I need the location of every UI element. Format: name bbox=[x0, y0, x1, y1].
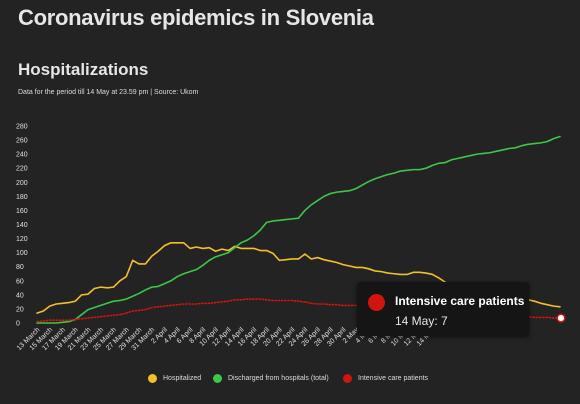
y-tick-label: 260 bbox=[16, 138, 28, 145]
legend-label-discharged: Discharged from hospitals (total) bbox=[228, 375, 329, 382]
legend-dot-intensive-care bbox=[343, 374, 352, 383]
tooltip-series-dot bbox=[368, 294, 385, 311]
chart-title: Hospitalizations bbox=[18, 60, 149, 79]
legend-item-discharged[interactable]: Discharged from hospitals (total) bbox=[213, 374, 329, 383]
y-tick-label: 160 bbox=[16, 208, 28, 215]
hover-point-marker[interactable] bbox=[556, 313, 566, 323]
y-tick-label: 40 bbox=[16, 292, 24, 299]
series-line-discharged[interactable] bbox=[36, 135, 561, 324]
y-tick-label: 240 bbox=[16, 152, 28, 159]
y-axis: 0 20 40 60 80 100 120 140 160 180 200 220 240 260 280 bbox=[16, 124, 28, 328]
legend-dot-discharged bbox=[213, 374, 222, 383]
y-tick-label: 200 bbox=[16, 180, 28, 187]
y-tick-label: 180 bbox=[16, 194, 28, 201]
y-tick-label: 0 bbox=[16, 321, 20, 328]
y-tick-label: 20 bbox=[16, 306, 24, 313]
page-title: Coronavirus epidemics in Slovenia bbox=[18, 5, 374, 30]
y-tick-label: 120 bbox=[16, 236, 28, 243]
chart-subtitle: Data for the period till 14 May at 23.59… bbox=[18, 89, 199, 96]
legend-label-intensive-care: Intensive care patients bbox=[358, 375, 429, 382]
y-tick-label: 220 bbox=[16, 166, 28, 173]
marker-layer bbox=[556, 313, 566, 323]
legend-item-hospitalized[interactable]: Hospitalized bbox=[148, 374, 201, 383]
y-tick-label: 60 bbox=[16, 278, 24, 285]
tooltip-series-name: Intensive care patients bbox=[395, 294, 525, 308]
legend-item-intensive-care[interactable]: Intensive care patients bbox=[343, 374, 428, 383]
y-tick-label: 80 bbox=[16, 264, 24, 271]
y-tick-label: 100 bbox=[16, 250, 28, 257]
chart-legend: Hospitalized Discharged from hospitals (… bbox=[0, 374, 580, 388]
y-tick-label: 280 bbox=[16, 124, 28, 131]
legend-label-hospitalized: Hospitalized bbox=[163, 375, 202, 382]
legend-dot-hospitalized bbox=[148, 374, 157, 383]
chart-tooltip: Intensive care patients 14 May: 7 bbox=[357, 282, 529, 336]
y-tick-label: 140 bbox=[16, 222, 28, 229]
tooltip-value: 14 May: 7 bbox=[395, 314, 448, 328]
